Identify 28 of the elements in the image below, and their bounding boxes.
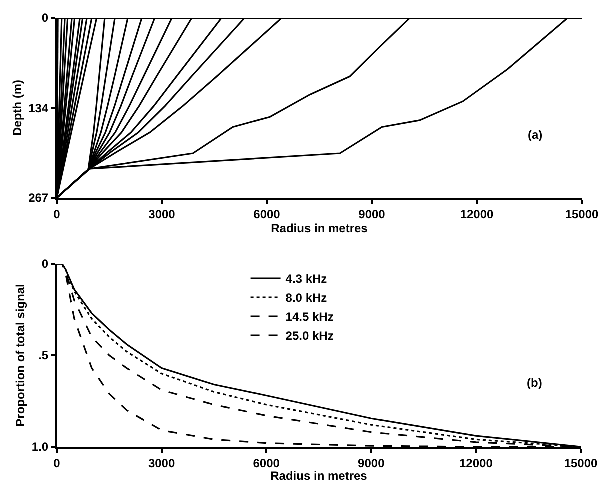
legend-label: 8.0 kHz [286, 291, 328, 306]
x-tick-label: 3000 [148, 456, 176, 470]
annotation: (b) [527, 376, 542, 390]
x-tick-label: 15000 [565, 207, 600, 222]
x-axis-title: Radius in metres [270, 469, 368, 483]
legend-label: 4.3 kHz [286, 272, 328, 286]
x-axis-title: Radius in metres [271, 221, 368, 236]
legend-label: 14.5 kHz [286, 310, 334, 324]
y-axis-title: Proportion of total signal [14, 284, 28, 427]
y-tick-label: 134 [28, 102, 49, 116]
x-tick-label: 9000 [358, 207, 386, 222]
x-tick-label: 6000 [254, 207, 281, 222]
x-tick-label: 9000 [358, 456, 386, 470]
y-tick-label: 0 [42, 11, 49, 26]
x-tick-label: 15000 [564, 456, 598, 470]
y-tick-label: 0 [42, 257, 49, 272]
x-tick-label: 12000 [460, 207, 494, 222]
legend-label: 25.0 kHz [286, 329, 334, 344]
y-axis-title: Depth (m) [10, 80, 24, 136]
x-tick-label: 3000 [148, 207, 176, 222]
y-tick-label: 267 [28, 191, 49, 206]
x-tick-label: 0 [54, 207, 61, 222]
x-tick-label: 0 [54, 456, 61, 470]
x-tick-label: 12000 [460, 456, 494, 470]
annotation: (a) [528, 128, 543, 142]
y-tick-label: .5 [38, 348, 49, 363]
x-tick-label: 6000 [253, 456, 280, 470]
y-tick-label: 1.0 [32, 440, 49, 454]
